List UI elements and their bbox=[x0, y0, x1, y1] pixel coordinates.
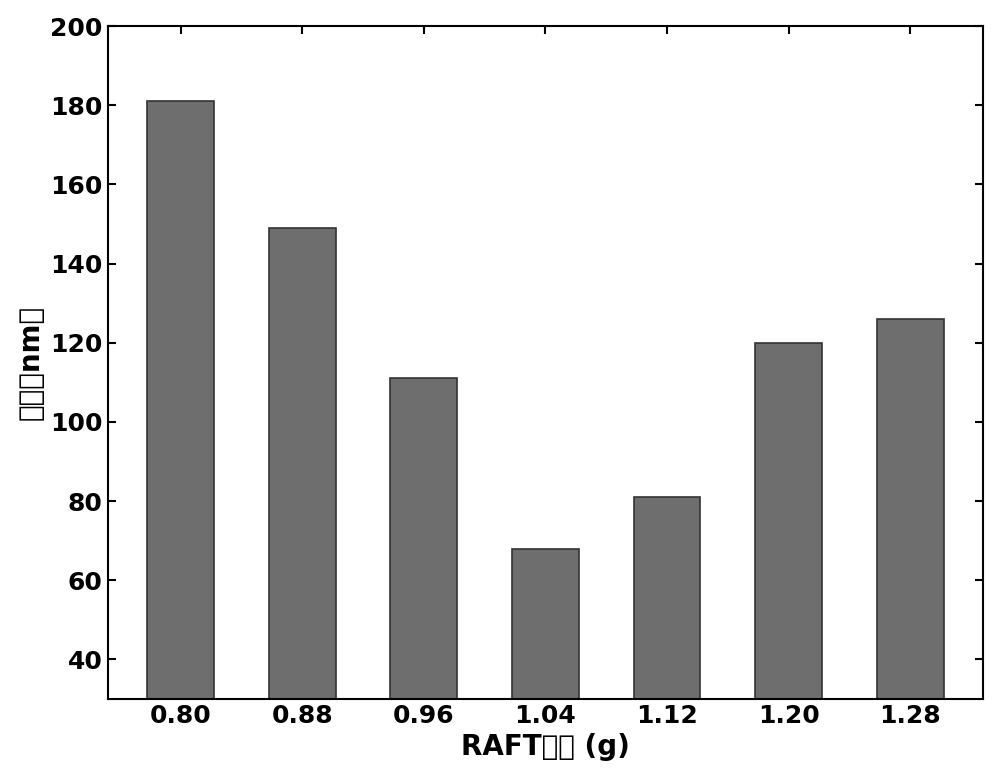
Bar bbox=[512, 548, 579, 778]
Y-axis label: 粒径（nm）: 粒径（nm） bbox=[17, 305, 45, 420]
Bar bbox=[390, 378, 457, 778]
Bar bbox=[877, 319, 944, 778]
Bar bbox=[269, 228, 336, 778]
Bar bbox=[755, 343, 822, 778]
Bar bbox=[634, 497, 700, 778]
Bar bbox=[147, 101, 214, 778]
X-axis label: RAFT试剂 (g): RAFT试剂 (g) bbox=[461, 734, 630, 762]
